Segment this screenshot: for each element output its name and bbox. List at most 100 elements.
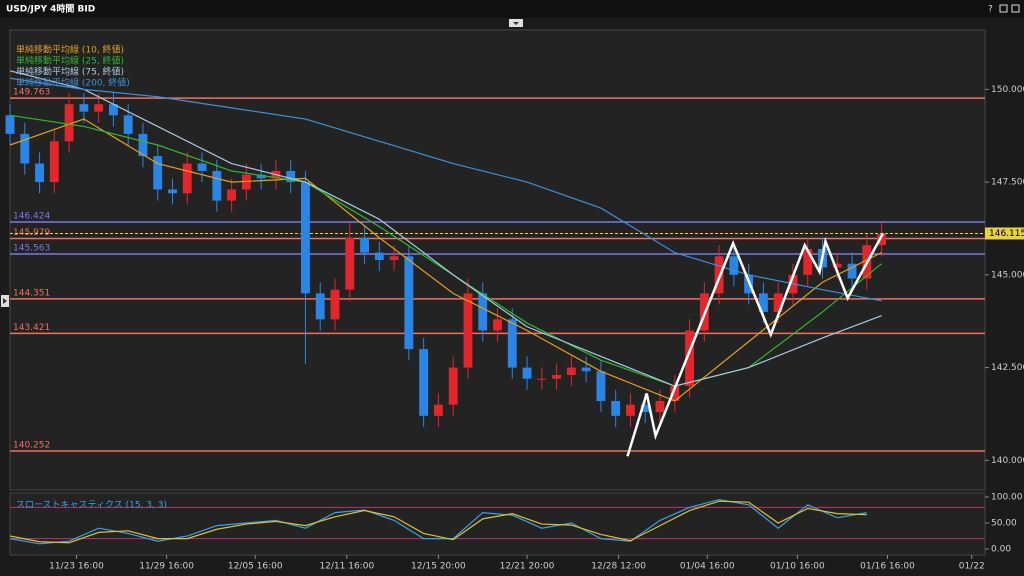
candle-body bbox=[241, 174, 251, 190]
oscillator-line bbox=[9, 500, 867, 544]
candle-body bbox=[330, 289, 340, 320]
y-tick-label: 150.000 bbox=[991, 85, 1024, 95]
candle-body bbox=[123, 115, 133, 134]
close-button[interactable] bbox=[1011, 4, 1020, 13]
zigzag-annotation bbox=[626, 232, 885, 457]
moving-average bbox=[9, 70, 882, 387]
current-price-label: 146.115 bbox=[989, 229, 1024, 239]
candle-body bbox=[419, 349, 429, 416]
help-button[interactable]: ? bbox=[988, 5, 993, 15]
level-label: 143.421 bbox=[13, 323, 50, 333]
stochastic-panel bbox=[9, 492, 986, 556]
x-tick-label: 12/28 12:00 bbox=[591, 562, 646, 572]
candle-body bbox=[182, 163, 192, 194]
candle-body bbox=[877, 234, 887, 246]
candle-body bbox=[168, 189, 177, 194]
candle-body bbox=[108, 104, 118, 116]
level-label: 144.351 bbox=[13, 288, 50, 298]
level-label: 145.563 bbox=[13, 243, 50, 253]
candle-body bbox=[389, 256, 399, 260]
level-label: 149.763 bbox=[13, 88, 50, 98]
x-tick-label: 11/29 16:00 bbox=[139, 562, 194, 572]
candle-body bbox=[301, 182, 310, 294]
candle-body bbox=[315, 293, 325, 320]
y-tick-label: 145.000 bbox=[991, 270, 1024, 280]
candle-body bbox=[197, 163, 207, 171]
candle-body bbox=[448, 367, 458, 405]
candle-body bbox=[596, 371, 606, 401]
candle-body bbox=[537, 378, 547, 380]
candle-body bbox=[581, 367, 591, 372]
candle-body bbox=[433, 404, 443, 416]
main-panel bbox=[9, 29, 986, 491]
candle-body bbox=[212, 170, 222, 201]
window-title: USD/JPY 4時間 BID bbox=[6, 3, 95, 15]
level-label: 146.424 bbox=[13, 212, 50, 222]
candle-body bbox=[670, 386, 680, 401]
level-label: 140.252 bbox=[13, 440, 50, 450]
candle-body bbox=[611, 400, 621, 416]
legend-entry: 単純移動平均線 (25, 終値) bbox=[16, 55, 124, 67]
moving-average bbox=[9, 77, 882, 302]
legend-entry: 単純移動平均線 (10, 終値) bbox=[16, 44, 124, 56]
indicator-title: スローストキャスティクス (15, 3, 3) bbox=[16, 500, 167, 511]
y-tick-label: 140.000 bbox=[991, 456, 1024, 466]
candle-body bbox=[640, 404, 650, 413]
x-tick-label: 01/10 16:00 bbox=[770, 562, 825, 572]
collapse-icon bbox=[513, 22, 519, 25]
x-tick-label: 01/16 16:00 bbox=[860, 562, 915, 572]
candle-body bbox=[5, 115, 15, 134]
candle-body bbox=[94, 104, 104, 112]
candle-body bbox=[227, 189, 237, 201]
maximize-button[interactable] bbox=[999, 4, 1008, 13]
candle-body bbox=[153, 156, 163, 190]
y-tick-label: 100.00 bbox=[991, 493, 1023, 503]
candle-body bbox=[552, 375, 562, 379]
x-tick-label: 12/11 16:00 bbox=[319, 562, 374, 572]
legend-entry: 単純移動平均線 (75, 終値) bbox=[16, 66, 124, 78]
candle-body bbox=[345, 237, 355, 290]
candle-body bbox=[655, 400, 665, 413]
candle-body bbox=[20, 133, 30, 164]
x-tick-label: 01/04 16:00 bbox=[680, 562, 735, 572]
current-price-tag bbox=[985, 227, 1024, 240]
x-tick-label: 11/23 16:00 bbox=[49, 562, 104, 572]
y-tick-label: 50.00 bbox=[991, 519, 1017, 529]
oscillator-line bbox=[9, 498, 867, 545]
candle-body bbox=[64, 104, 74, 142]
candle-body bbox=[49, 141, 59, 183]
x-tick-label: 12/15 20:00 bbox=[411, 562, 466, 572]
candle-body bbox=[478, 293, 488, 331]
candle-body bbox=[626, 404, 635, 416]
y-tick-label: 142.500 bbox=[991, 363, 1024, 373]
candle-body bbox=[803, 248, 813, 275]
candle-body bbox=[847, 263, 857, 279]
candle-body bbox=[566, 367, 576, 375]
candle-body bbox=[374, 252, 384, 260]
candle-body bbox=[79, 104, 89, 112]
candle-body bbox=[729, 256, 739, 275]
y-tick-label: 0.00 bbox=[991, 545, 1011, 555]
candle-body bbox=[685, 330, 694, 387]
candle-body bbox=[138, 133, 148, 157]
candle-body bbox=[463, 293, 473, 368]
x-tick-label: 01/22 bbox=[959, 562, 985, 572]
candle-body bbox=[832, 263, 842, 268]
candle-body bbox=[360, 237, 369, 253]
candle-body bbox=[493, 319, 502, 331]
y-tick-label: 147.500 bbox=[991, 178, 1024, 188]
candle-body bbox=[286, 170, 296, 183]
candle-body bbox=[522, 367, 532, 379]
candle-body bbox=[758, 293, 768, 312]
moving-average bbox=[9, 118, 882, 402]
candle-body bbox=[256, 174, 266, 179]
title-bar bbox=[0, 0, 1024, 18]
x-tick-label: 12/05 16:00 bbox=[228, 562, 283, 572]
candle-body bbox=[35, 163, 44, 183]
candle-body bbox=[507, 319, 517, 368]
side-icon bbox=[3, 298, 7, 304]
x-tick-label: 12/21 20:00 bbox=[500, 562, 555, 572]
legend-entry: 単純移動平均線 (200, 終値) bbox=[16, 77, 130, 89]
candle-body bbox=[773, 293, 783, 312]
